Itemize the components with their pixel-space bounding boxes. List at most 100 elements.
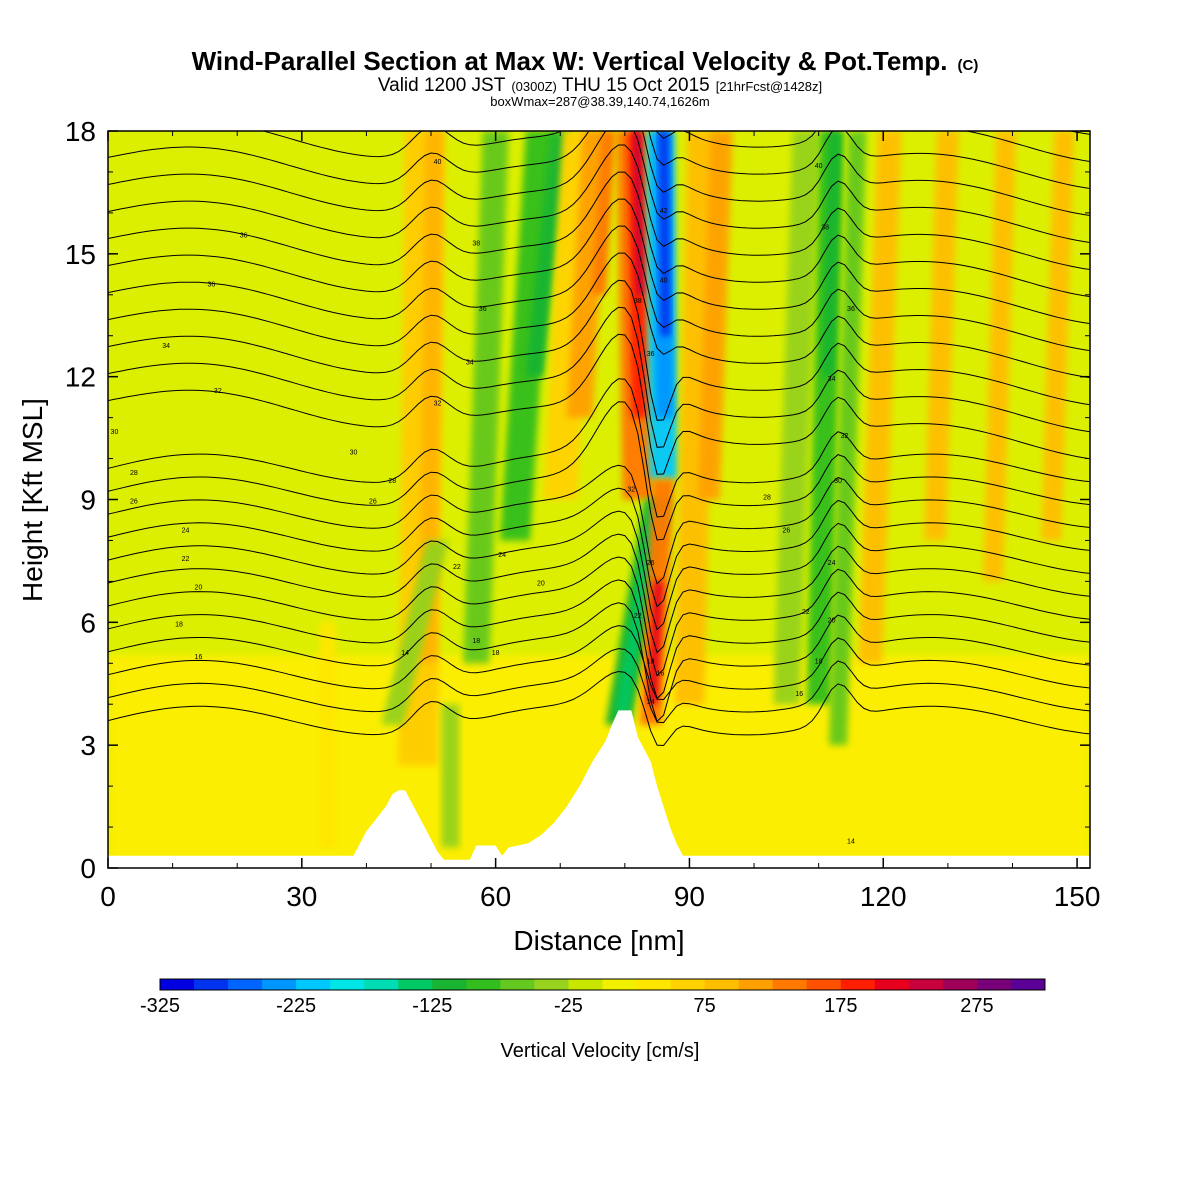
theta-contour-label: 14 xyxy=(847,838,855,845)
theta-contour-labels: 3636343230282624222018164038363432302826… xyxy=(111,159,855,846)
y-tick-label: 12 xyxy=(65,362,96,393)
theta-contour-label: 16 xyxy=(656,671,664,678)
theta-contour-label: 18 xyxy=(472,638,480,645)
theta-contour-label: 36 xyxy=(207,282,215,289)
theta-contour-label: 20 xyxy=(828,617,836,624)
theta-contour-label: 22 xyxy=(634,613,642,620)
theta-contour-line xyxy=(108,602,1090,723)
velocity-plume xyxy=(923,131,959,541)
theta-contour-label: 14 xyxy=(401,650,409,657)
theta-contour-label: 32 xyxy=(434,400,442,407)
colorbar-frame xyxy=(159,978,1046,991)
colorbar-swatch xyxy=(262,979,297,990)
theta-contour-line xyxy=(261,131,1090,189)
theta-contour-label: 36 xyxy=(479,306,487,313)
colorbar-tick-label: 275 xyxy=(960,995,993,1017)
theta-contour-label: 22 xyxy=(453,564,461,571)
colorbar-tick-label: -325 xyxy=(140,995,180,1017)
y-tick-label: 15 xyxy=(65,239,96,270)
x-tick-label: 30 xyxy=(286,881,317,912)
theta-contour-line xyxy=(108,279,1090,421)
y-tick-label: 9 xyxy=(80,485,96,516)
velocity-plume xyxy=(633,131,645,295)
colorbar-swatch xyxy=(636,979,672,990)
theta-contour-label: 24 xyxy=(828,560,836,567)
colorbar-tick-label: -225 xyxy=(276,995,316,1017)
terrain xyxy=(108,710,1090,868)
colorbar: -325 -225 -125 -25 75 175 275 xyxy=(140,978,1046,1017)
theta-contour-line xyxy=(108,510,1090,631)
theta-contour-line xyxy=(108,378,1090,518)
theta-contour-label: 24 xyxy=(498,552,506,559)
theta-contour-label: 16 xyxy=(795,691,803,698)
velocity-plume xyxy=(697,131,733,500)
chart-title: Wind-Parallel Section at Max W: Vertical… xyxy=(192,46,979,76)
colorbar-swatch xyxy=(908,979,944,990)
chart-boxline: boxWmax=287@38.39,140.74,1626m xyxy=(490,94,710,109)
colorbar-swatch xyxy=(568,979,603,990)
velocity-plume xyxy=(822,131,841,377)
theta-contour-label: 36 xyxy=(847,306,855,313)
theta-contour-label: 28 xyxy=(388,478,396,485)
colorbar-swatch xyxy=(670,979,706,990)
velocity-plume xyxy=(592,131,616,295)
theta-contour-line xyxy=(108,487,1090,608)
colorbar-swatch xyxy=(534,979,569,990)
velocity-plume xyxy=(647,581,664,705)
x-tick-label: 0 xyxy=(100,881,116,912)
theta-contour-label: 34 xyxy=(828,376,836,383)
x-tick-label: 120 xyxy=(860,881,907,912)
colorbar-swatch xyxy=(432,979,467,990)
theta-contour-label: 40 xyxy=(815,163,823,170)
theta-contour-line xyxy=(108,670,1090,747)
velocity-plume xyxy=(525,131,570,377)
theta-contour-label: 26 xyxy=(130,499,138,506)
theta-contour-label: 36 xyxy=(647,351,655,358)
colorbar-swatch xyxy=(806,979,842,990)
theta-contour-label: 32 xyxy=(627,486,635,493)
colorbar-swatch xyxy=(976,979,1012,990)
theta-contour-line xyxy=(108,333,1090,475)
colorbar-swatch xyxy=(772,979,808,990)
theta-contour-label: 26 xyxy=(782,527,790,534)
theta-contour-label: 30 xyxy=(111,429,119,436)
theta-contour-line xyxy=(108,579,1090,700)
theta-contour-line xyxy=(108,131,1090,243)
velocity-plume xyxy=(463,131,509,664)
y-tick-label: 3 xyxy=(80,730,96,761)
colorbar-tick-label: 75 xyxy=(693,995,715,1017)
colorbar-tick-label: 175 xyxy=(824,995,857,1017)
velocity-plume xyxy=(441,704,460,848)
colorbar-swatch xyxy=(296,979,331,990)
theta-contour-line xyxy=(108,401,1090,541)
theta-contour-label: 28 xyxy=(130,470,138,477)
colorbar-swatch xyxy=(466,979,501,990)
colorbar-swatch xyxy=(330,979,365,990)
colorbar-swatch xyxy=(602,979,638,990)
theta-contour-label: 34 xyxy=(466,359,474,366)
colorbar-swatch xyxy=(398,979,433,990)
colorbar-swatch xyxy=(194,979,229,990)
colorbar-swatch xyxy=(704,979,740,990)
y-axis-label: Height [Kft MSL] xyxy=(17,398,48,602)
colorbar-tick-label: -125 xyxy=(412,995,452,1017)
theta-contour-label: 40 xyxy=(434,159,442,166)
velocity-plume xyxy=(858,131,902,664)
theta-contour-label: 38 xyxy=(821,224,829,231)
theta-contour-label: 36 xyxy=(240,232,248,239)
theta-contour-label: 18 xyxy=(815,658,823,665)
theta-contour-label: 20 xyxy=(195,585,203,592)
x-tick-label: 150 xyxy=(1054,881,1101,912)
theta-contour-line xyxy=(108,144,1090,270)
x-tick-label: 90 xyxy=(674,881,705,912)
theta-contour-label: 20 xyxy=(537,580,545,587)
plot-area: 3636343230282624222018164038363432302826… xyxy=(108,131,1090,868)
y-tick-label: 18 xyxy=(65,116,96,147)
theta-contour-line xyxy=(108,252,1090,379)
theta-contours xyxy=(108,131,1090,747)
velocity-plume xyxy=(658,131,671,336)
theta-contour-label: 32 xyxy=(214,388,222,395)
theta-contour-line xyxy=(108,198,1090,325)
